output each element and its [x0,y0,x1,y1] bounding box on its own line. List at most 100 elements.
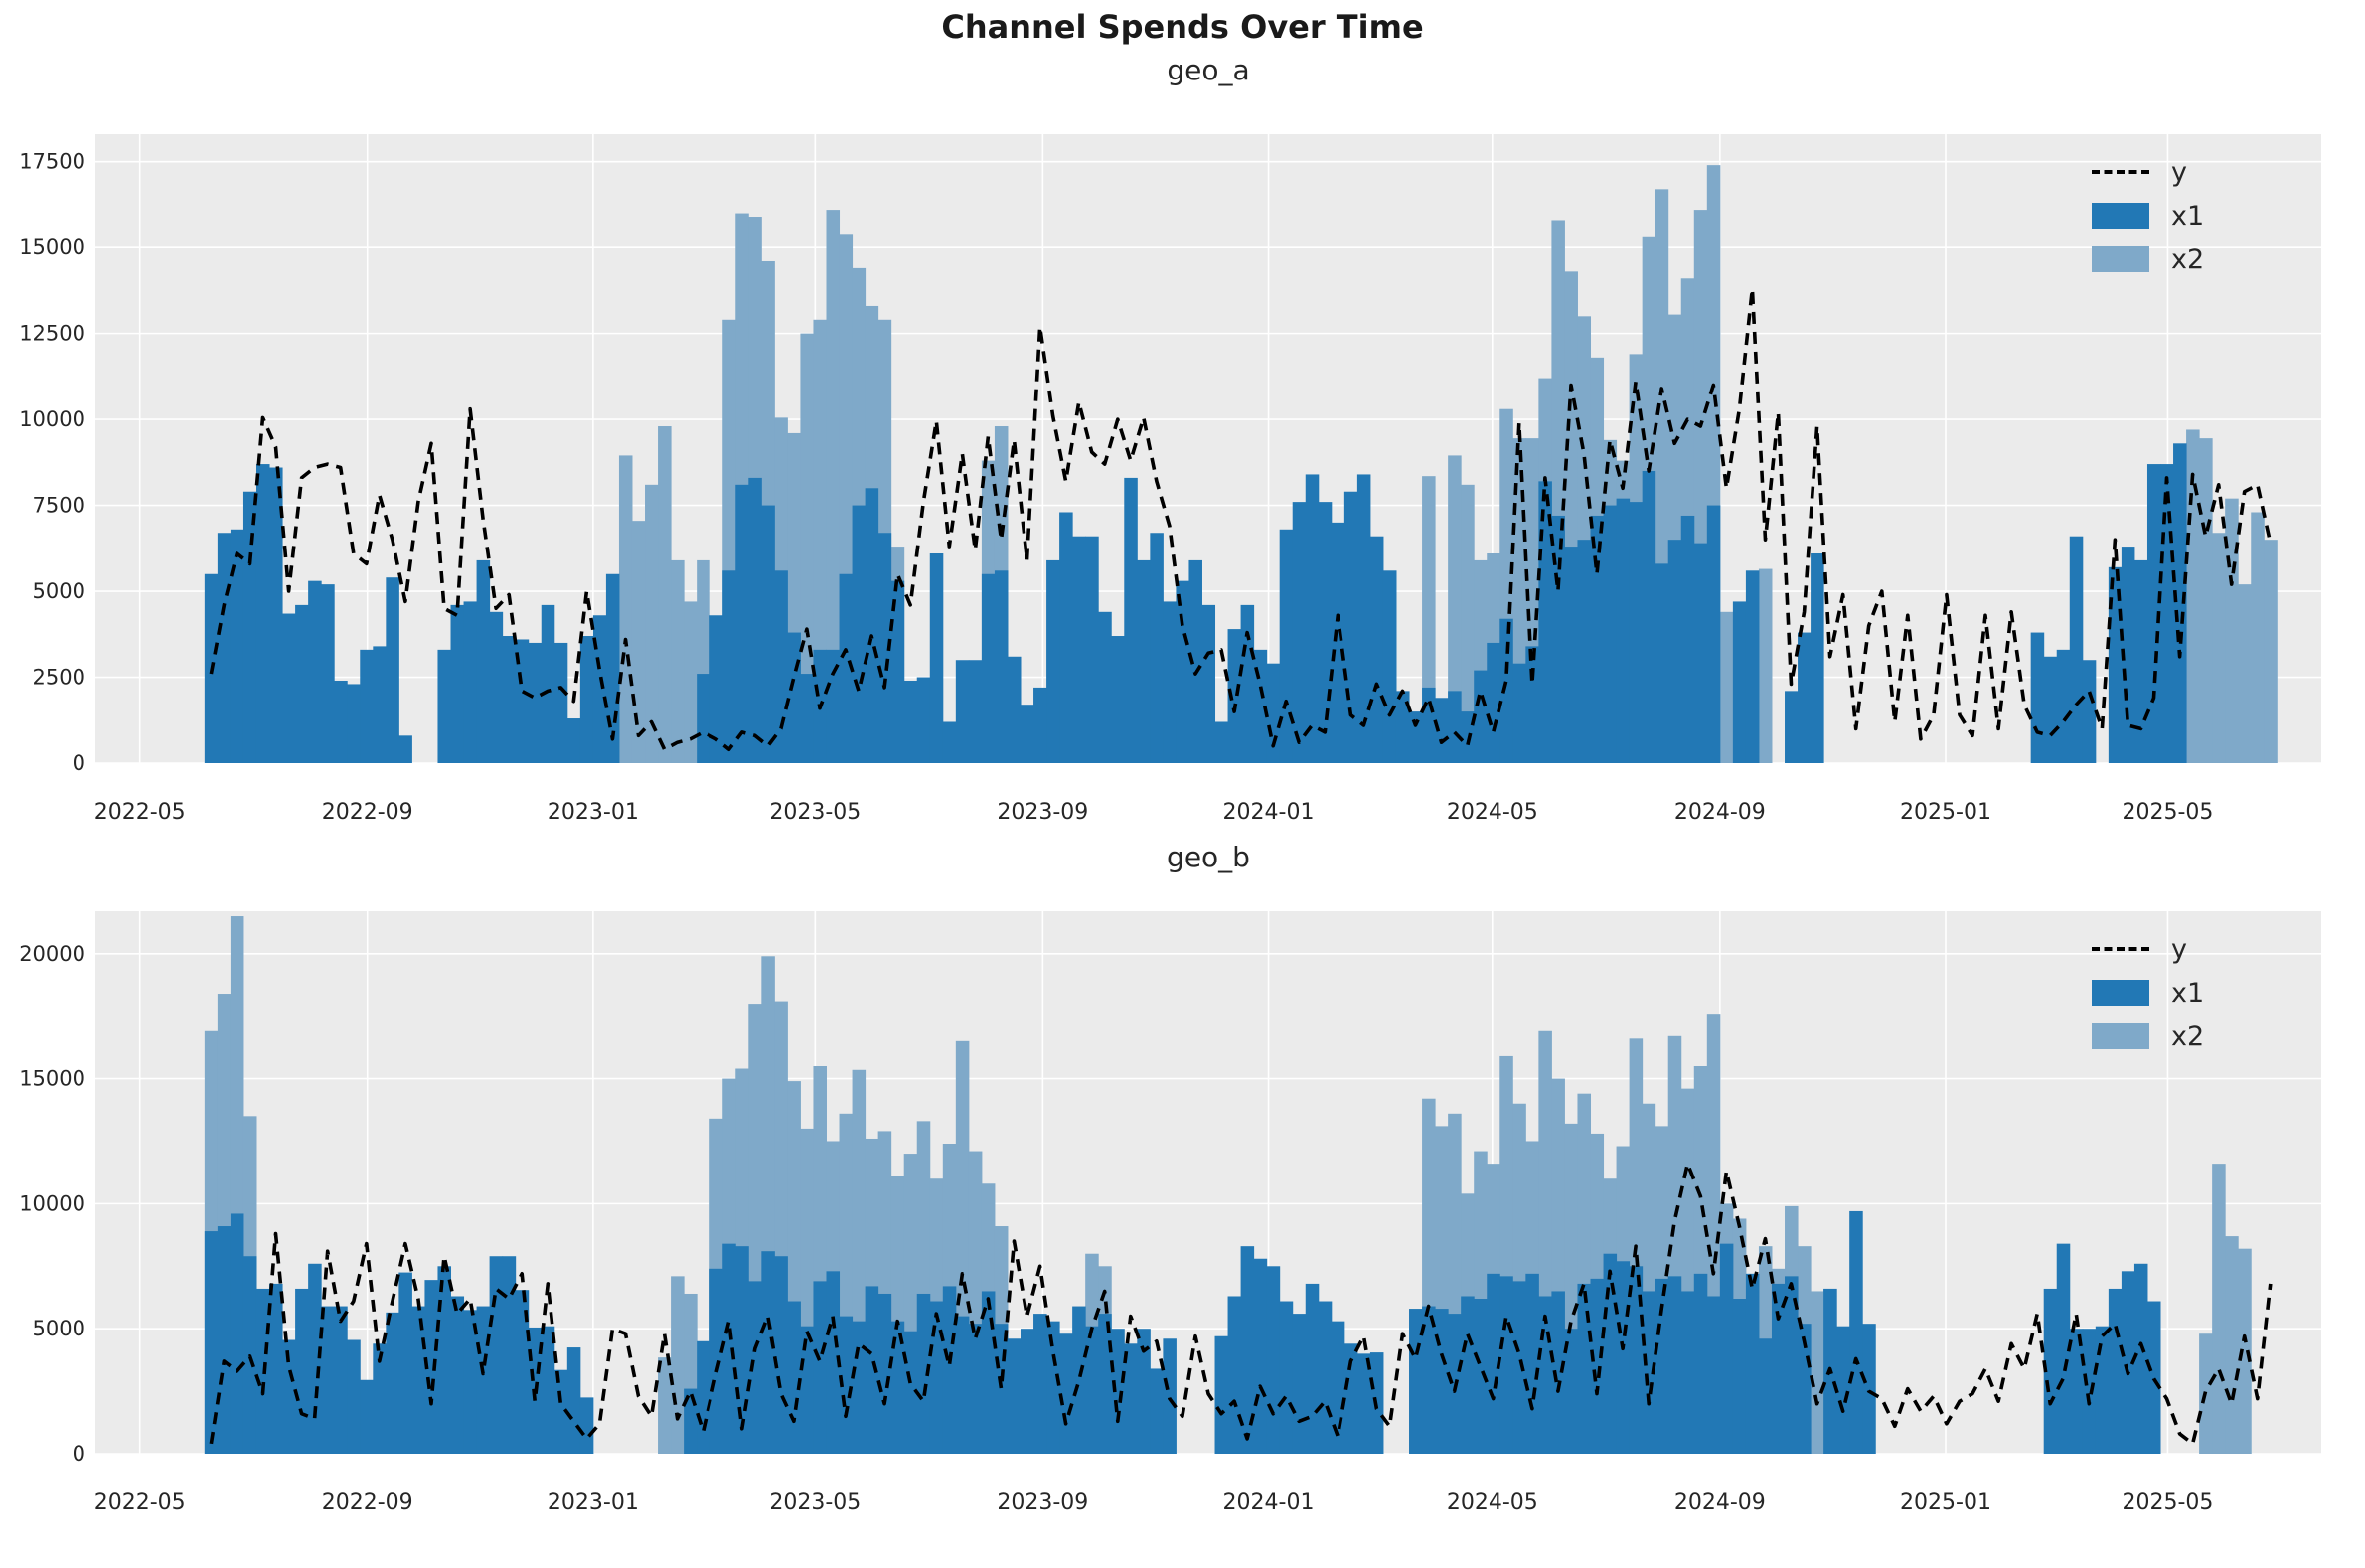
x1-bar [1487,1273,1500,1454]
x1-bar [1240,604,1255,763]
x1-bar [877,533,892,763]
x2-swatch-icon [2092,246,2149,272]
x1-bar [1474,1299,1488,1454]
x1-bar [347,684,361,763]
x1-bar [463,601,478,763]
x1-bar [903,680,918,763]
x1-bar [826,1271,841,1454]
x1-bar [398,1272,412,1454]
y-tick-label: 20000 [19,942,85,966]
x1-bar [217,533,232,763]
x1-bar [2133,559,2148,763]
x1-bar [1059,1333,1073,1454]
x1-bar [255,464,270,763]
x1-bar [1525,646,1539,763]
legend-label-y: y [2171,933,2187,965]
y-tick-labels: 0 2500 5000 7500 10000 12500 15000 17500 [19,150,85,775]
x1-bar [877,1293,892,1454]
x1-bars [204,1210,2161,1454]
x1-bar [2121,1271,2135,1454]
x1-bar [1642,470,1656,763]
x2-bar [618,455,633,763]
x1-bar [1732,1299,1747,1454]
x1-bar [1551,515,1565,763]
x1-bar [1616,1261,1631,1454]
x1-bar [1085,1326,1099,1454]
x2-bar [1461,484,1475,763]
x1-bar [1798,632,1812,763]
legend-item-y: y [2092,157,2187,187]
x-tick-label: 2023-05 [769,800,861,825]
x1-bar [1085,536,1099,763]
x1-bar [373,646,387,763]
x1-bar [450,604,465,763]
x2-bar [2199,438,2213,763]
x1-bar [787,632,801,763]
x1-bar [2133,1263,2148,1454]
x1-bar [748,1281,762,1454]
x1-bar [916,677,931,763]
x2-bar [2212,1164,2226,1454]
x1-bar [1461,1296,1475,1454]
x1-bar [2056,649,2071,763]
x1-bar [1487,642,1500,763]
x1-bar [1758,1338,1773,1454]
x1-bar [1680,1291,1695,1454]
x1-bar [1409,1309,1423,1454]
x1-bar [735,484,749,763]
x1-bar [1124,1343,1138,1454]
x1-bar [1590,515,1605,763]
x1-bar [1577,540,1592,763]
x1-bar [1849,1210,1863,1454]
subplot-title-geo-b: geo_b [1167,841,1250,873]
x1-bar [942,721,957,763]
x1-bar [2173,443,2187,763]
x1-bar [774,570,788,763]
legend-label-y: y [2171,156,2187,188]
x-tick-label: 2024-09 [1674,1490,1766,1515]
x1-bar [1046,559,1060,763]
x1-bar [942,1286,957,1454]
x1-bar [1111,636,1125,763]
x1-bar [1732,601,1747,763]
x1-bar [1435,698,1449,763]
x1-bar [295,1288,309,1454]
x2-bar [826,210,841,763]
x1-bar [1059,512,1073,763]
y-tick-labels: 0 5000 10000 15000 20000 [19,942,85,1466]
x1-bar [1629,1266,1644,1454]
x1-bar [1046,1321,1060,1454]
x-tick-label: 2023-01 [548,800,639,825]
x1-bar [1693,1273,1708,1454]
x1-bar [1629,502,1644,763]
y-tick-label: 0 [73,751,85,775]
x1-bar [1279,529,1294,763]
x1-bar [515,1290,530,1454]
x1-bar [450,1296,465,1454]
x1-bar [1499,1276,1513,1454]
x1-bar [890,580,905,763]
x1-bar [929,553,944,763]
x1-bar [1422,1306,1436,1454]
x1-bar [1680,515,1695,763]
x1-bar [1811,553,1824,763]
x1-bar [710,615,723,763]
x1-bar [890,1321,905,1454]
x1-bar [2108,1288,2123,1454]
x2-bar [684,601,698,763]
x1-bar [1007,1338,1022,1454]
x1-bar [1188,559,1202,763]
x1-bar [1214,721,1229,763]
x2-bar [658,426,672,763]
x1-bar [774,1256,788,1454]
x1-bar [1706,1296,1721,1454]
x1-bar [1331,522,1345,763]
x1-bar [761,1251,775,1454]
x1-bar [1227,1296,1242,1454]
x1-bar [1227,629,1242,763]
x1-bar [929,1301,944,1454]
x1-bar [308,1263,322,1454]
x-tick-label: 2024-05 [1447,800,1538,825]
x1-bar [1655,563,1669,763]
x1-bar [295,604,309,763]
